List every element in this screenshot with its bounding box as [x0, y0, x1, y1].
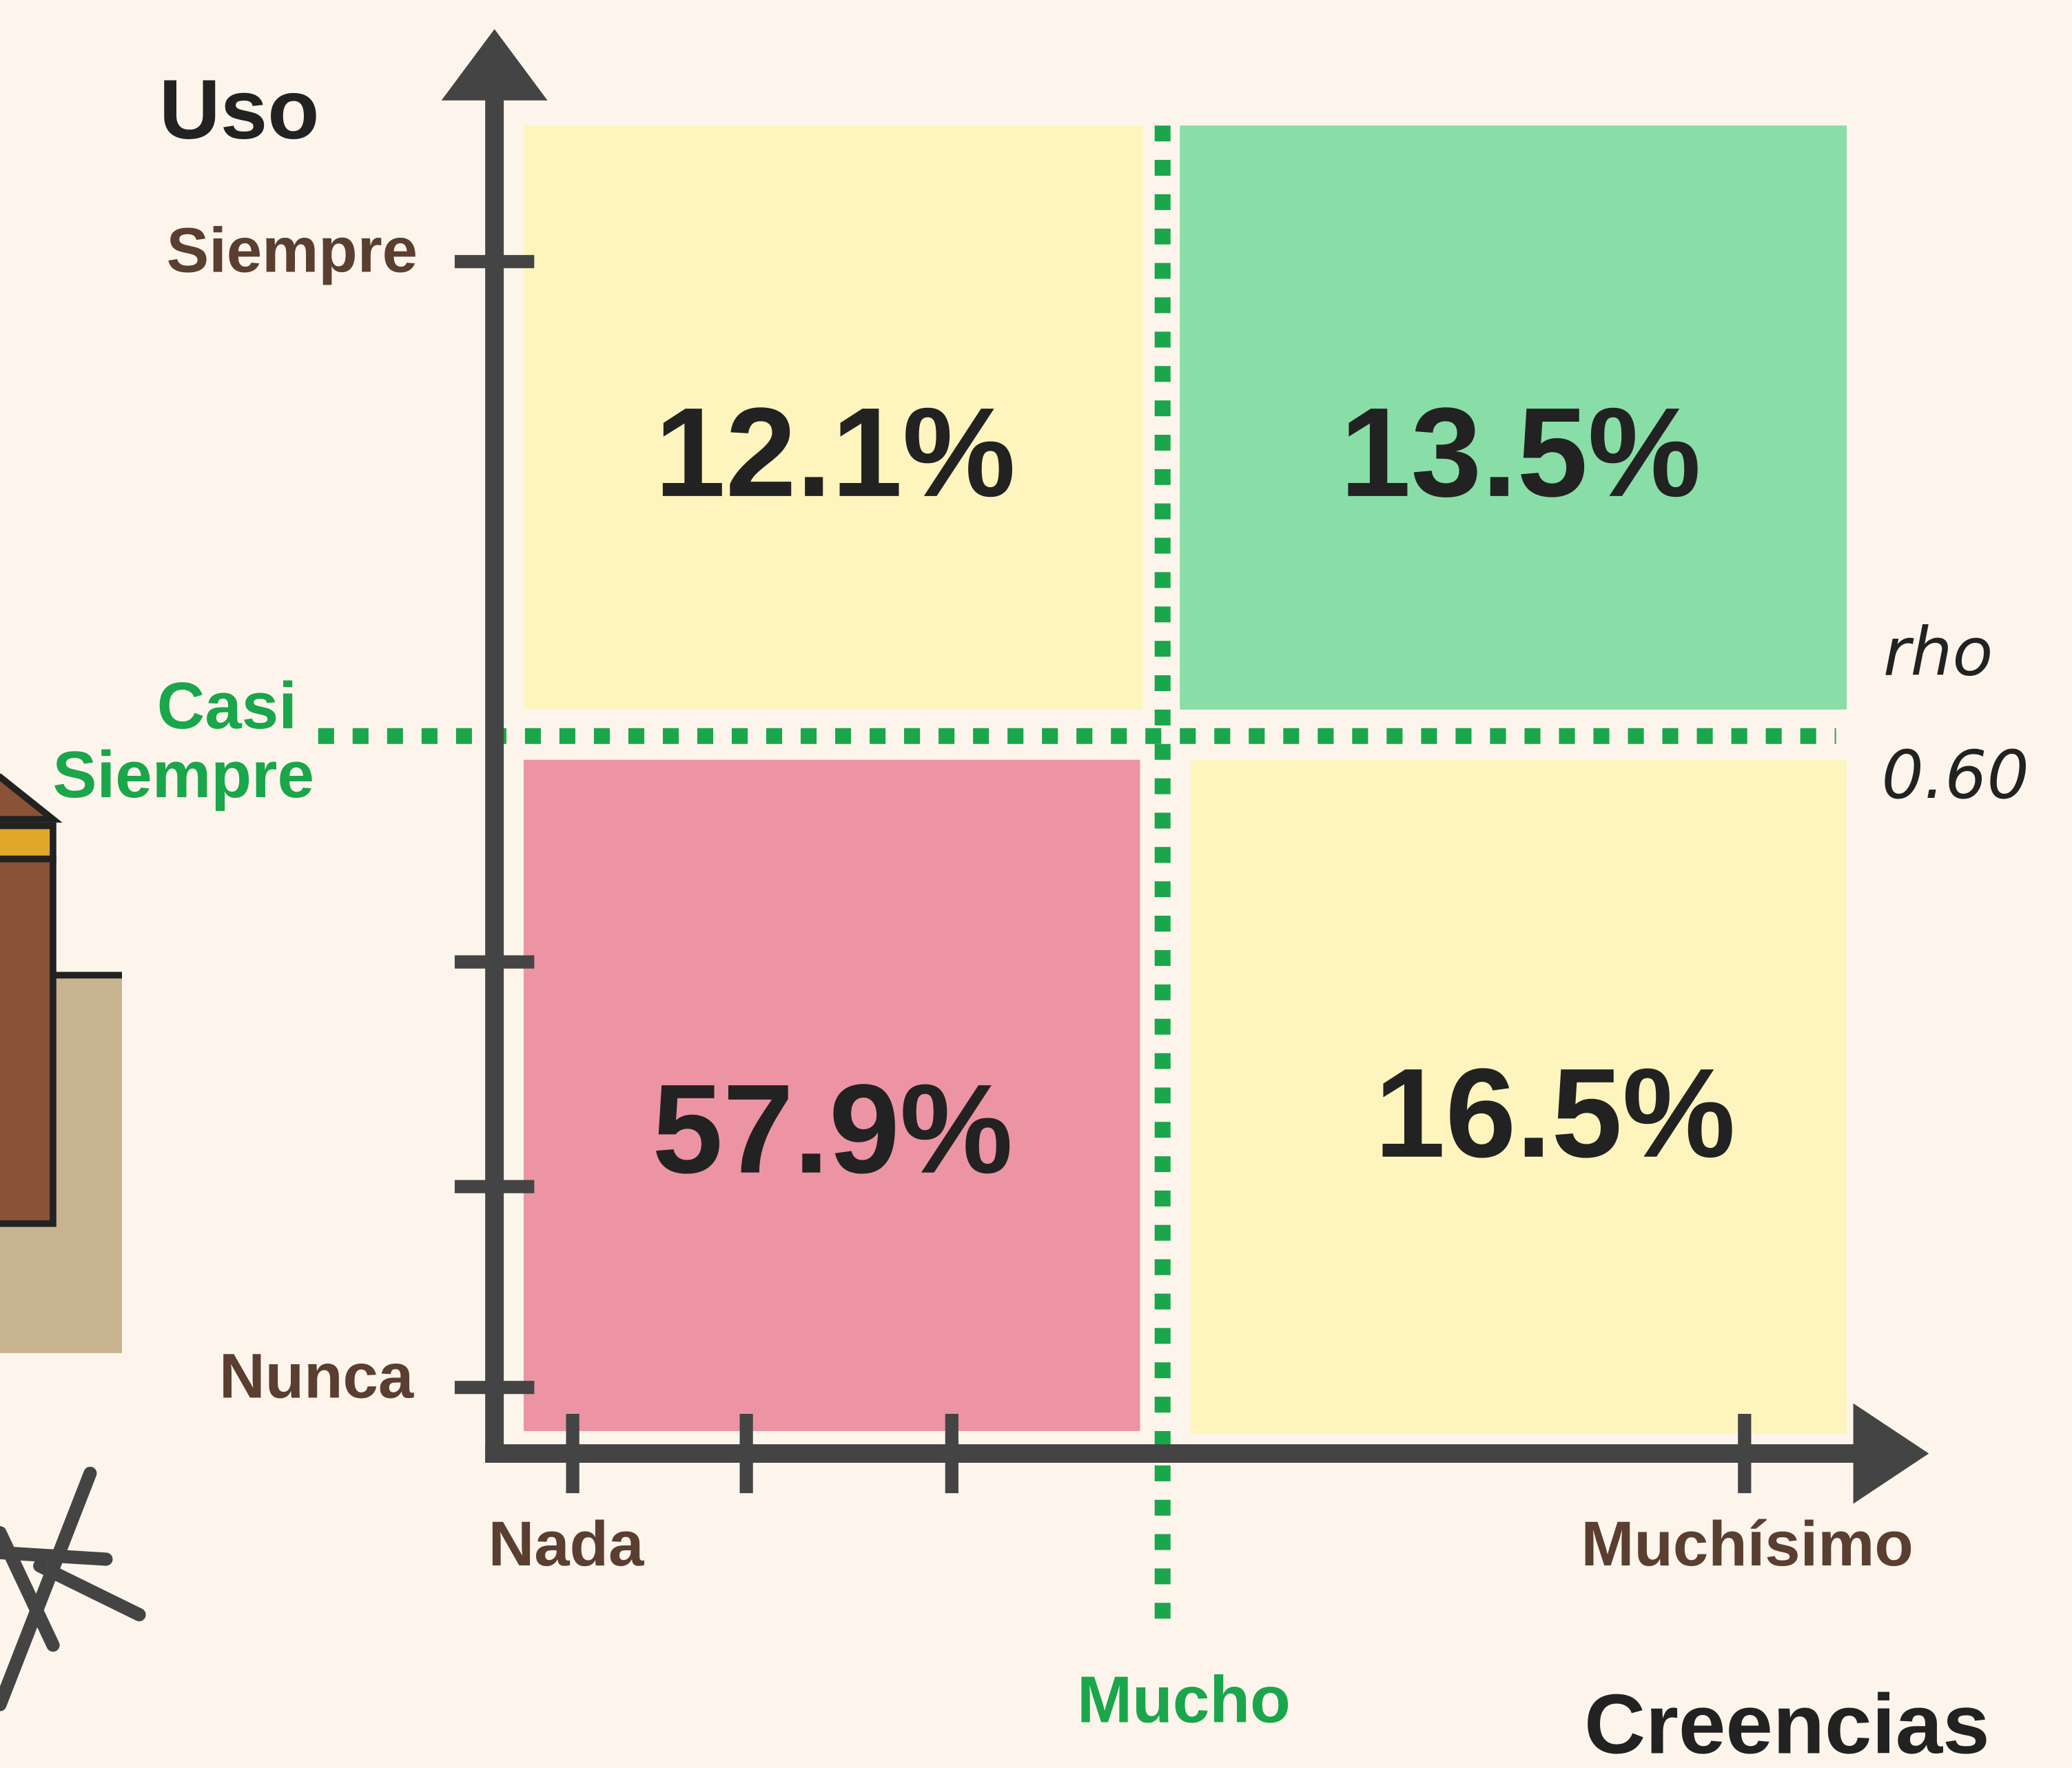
decoration [0, 826, 53, 859]
x-threshold-label: Mucho [1077, 1663, 1291, 1736]
page: {"y_axis": {"title": "Uso", "top": "Siem… [0, 0, 2072, 1768]
diagram: Uso Siempre Nunca Casi Siempre Nada Much… [0, 0, 2072, 1768]
y-threshold-label: Casi [157, 669, 297, 743]
y-tick-label: Nunca [219, 1341, 414, 1412]
decoration [0, 859, 53, 1224]
y-tick-label: Siempre [167, 215, 418, 286]
annotation-label: rho [1883, 614, 1993, 691]
x-axis-title: Creencias [1584, 1678, 1990, 1768]
y-axis-title: Uso [159, 63, 320, 157]
quadrant-value: 57.9% [652, 1058, 1013, 1200]
quadrant-value: 13.5% [1340, 382, 1701, 524]
x-tick-label: Muchísimo [1581, 1508, 1914, 1579]
quadrant-value: 12.1% [655, 382, 1016, 524]
quadrant-value: 16.5% [1375, 1042, 1736, 1184]
y-threshold-label: Siempre [52, 738, 314, 812]
x-tick-label: Nada [489, 1508, 645, 1579]
annotation-value: 0.60 [1882, 737, 2029, 814]
